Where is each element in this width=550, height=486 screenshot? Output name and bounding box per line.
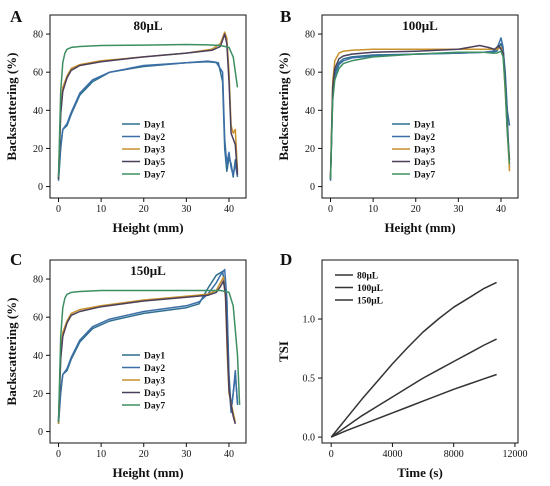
plot-frame bbox=[49, 259, 247, 444]
y-axis-label: TSI bbox=[276, 341, 291, 362]
panel-label: C bbox=[10, 250, 22, 269]
legend-label: 150μL bbox=[357, 297, 383, 307]
y-tick-label: 0 bbox=[310, 182, 315, 193]
legend-label: Day7 bbox=[144, 402, 165, 412]
series-line-100μL bbox=[330, 373, 497, 438]
x-tick-label: 40 bbox=[224, 204, 234, 215]
x-tick-label: 8000 bbox=[444, 449, 464, 460]
y-tick-label: 20 bbox=[33, 389, 43, 400]
series-line-Day7 bbox=[57, 43, 239, 178]
legend-label: Day5 bbox=[144, 389, 165, 399]
y-axis-label: Backscattering (%) bbox=[276, 53, 291, 161]
x-tick-label: 10 bbox=[96, 449, 106, 460]
y-tick-label: 40 bbox=[305, 106, 315, 117]
series-line-80μL bbox=[330, 281, 497, 438]
legend-label: Day5 bbox=[414, 158, 435, 168]
series-line-Day2 bbox=[57, 60, 239, 179]
legend-label: Day2 bbox=[414, 133, 435, 143]
series-line-150μL bbox=[330, 338, 497, 438]
y-tick-label: 0 bbox=[38, 427, 43, 438]
series-line-Day7 bbox=[329, 50, 511, 179]
plot-frame bbox=[321, 259, 519, 444]
x-axis-label: Height (mm) bbox=[384, 220, 455, 235]
legend-label: Day2 bbox=[144, 133, 165, 143]
legend-label: Day1 bbox=[144, 352, 165, 362]
legend-label: Day7 bbox=[144, 171, 165, 181]
series-line-Day7 bbox=[57, 289, 241, 423]
y-tick-label: 80 bbox=[305, 30, 315, 41]
x-tick-label: 0 bbox=[328, 204, 333, 215]
y-tick-label: 60 bbox=[33, 313, 43, 324]
panel-title: 80μL bbox=[133, 18, 162, 33]
y-axis-label: Backscattering (%) bbox=[4, 53, 19, 161]
y-tick-label: 60 bbox=[33, 68, 43, 79]
plot-frame bbox=[49, 14, 247, 199]
x-tick-label: 0 bbox=[56, 204, 61, 215]
x-tick-label: 40 bbox=[496, 204, 506, 215]
panel-title: 100μL bbox=[402, 18, 438, 33]
y-tick-label: 80 bbox=[33, 30, 43, 41]
panel-label: B bbox=[280, 7, 291, 26]
panel-C: 0 10 20 30 40 0 20 40 60 80 Height (mm) Backscatter… bbox=[4, 250, 247, 480]
x-tick-label: 10 bbox=[96, 204, 106, 215]
y-tick-label: 0.5 bbox=[303, 374, 316, 385]
x-tick-label: 4000 bbox=[382, 449, 402, 460]
legend-label: Day5 bbox=[144, 158, 165, 168]
y-tick-label: 0.0 bbox=[303, 433, 316, 444]
x-tick-label: 40 bbox=[224, 449, 234, 460]
x-tick-label: 20 bbox=[139, 449, 149, 460]
x-tick-label: 30 bbox=[453, 204, 463, 215]
y-tick-label: 20 bbox=[305, 144, 315, 155]
x-tick-label: 10 bbox=[368, 204, 378, 215]
series-line-Day5 bbox=[57, 280, 237, 425]
y-tick-label: 1.0 bbox=[303, 315, 316, 326]
series-line-Day5 bbox=[57, 33, 239, 179]
legend-label: Day7 bbox=[414, 171, 435, 181]
panel-label: A bbox=[10, 7, 23, 26]
panel-label: D bbox=[280, 250, 292, 269]
legend-label: Day2 bbox=[144, 364, 165, 374]
legend-label: Day1 bbox=[144, 121, 165, 131]
panel-B: 0 10 20 30 40 0 20 40 60 80 Height (mm) Backscatter… bbox=[276, 7, 519, 235]
x-tick-label: 30 bbox=[181, 204, 191, 215]
x-tick-label: 12000 bbox=[502, 449, 527, 460]
series-line-Day3 bbox=[57, 31, 239, 179]
y-tick-label: 60 bbox=[305, 68, 315, 79]
plot-frame bbox=[321, 14, 519, 199]
legend-label: 100μL bbox=[357, 284, 383, 294]
y-tick-label: 40 bbox=[33, 106, 43, 117]
legend-label: 80μL bbox=[357, 272, 378, 282]
y-tick-label: 40 bbox=[33, 351, 43, 362]
x-tick-label: 0 bbox=[56, 449, 61, 460]
panel-title: 150μL bbox=[130, 263, 166, 278]
x-axis-label: Height (mm) bbox=[112, 465, 183, 480]
x-axis-label: Time (s) bbox=[397, 465, 443, 480]
panel-D: 0 4000 8000 12000 0.0 0.5 1.0 Time (s) TSI D 80μL 1… bbox=[276, 250, 527, 480]
x-tick-label: 30 bbox=[181, 449, 191, 460]
legend-label: Day1 bbox=[414, 121, 435, 131]
y-tick-label: 0 bbox=[38, 182, 43, 193]
x-tick-label: 0 bbox=[329, 449, 334, 460]
panel-A: 0 10 20 30 40 0 20 40 60 80 Height (mm) Backscatter… bbox=[4, 7, 247, 235]
y-axis-label: Backscattering (%) bbox=[4, 298, 19, 406]
legend-label: Day3 bbox=[414, 146, 435, 156]
x-tick-label: 20 bbox=[139, 204, 149, 215]
x-axis-label: Height (mm) bbox=[112, 220, 183, 235]
x-tick-label: 20 bbox=[411, 204, 421, 215]
legend-label: Day3 bbox=[144, 146, 165, 156]
y-tick-label: 80 bbox=[33, 275, 43, 286]
legend-label: Day3 bbox=[144, 377, 165, 387]
y-tick-label: 20 bbox=[33, 144, 43, 155]
